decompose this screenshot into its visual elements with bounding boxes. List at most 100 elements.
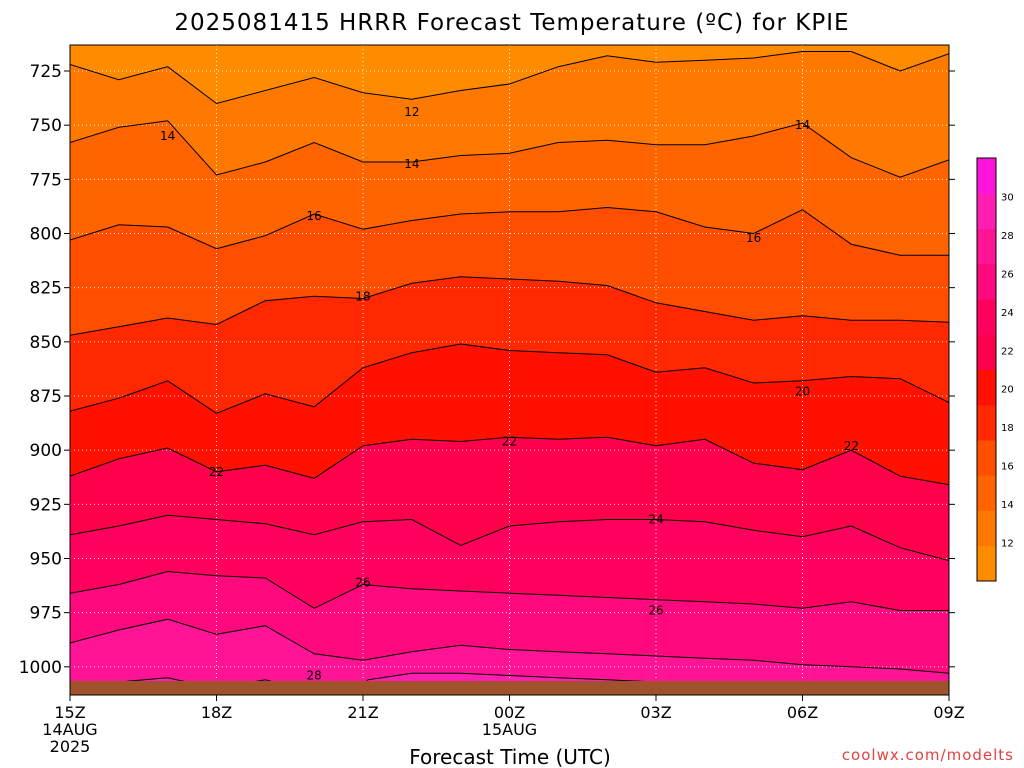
- colorbar-tick-label: 26: [1001, 269, 1014, 280]
- colorbar-swatch: [977, 228, 996, 265]
- x-axis: 15Z 14AUG 2025 18Z 21Z 00Z 15AUG 03Z 06Z 09Z: [42, 695, 965, 756]
- y-tick-label: 850: [30, 333, 62, 353]
- colorbar-tick-label: 18: [1001, 423, 1014, 434]
- x-tick-label: 21Z: [347, 703, 378, 722]
- contour-16: [70, 276, 949, 336]
- y-tick-label: 750: [30, 116, 62, 136]
- colorbar-tick-label: 20: [1001, 385, 1014, 396]
- x-tick-label-line: 15AUG: [482, 720, 537, 739]
- contour-label: 22: [502, 435, 517, 449]
- y-tick-label: 725: [30, 62, 62, 82]
- contour-label-group: 14: [160, 129, 175, 143]
- contour-label: 12: [404, 105, 419, 119]
- colorbar-tick-label: 30: [1001, 192, 1014, 203]
- contour-label-group: 16: [307, 209, 322, 223]
- colorbar-swatch: [977, 475, 996, 511]
- colorbar-swatch: [977, 193, 996, 229]
- colorbar-swatch: [977, 334, 996, 370]
- y-tick-label: 775: [30, 170, 62, 190]
- contour-label-group: 24: [648, 513, 663, 527]
- contour-label-group: 16: [746, 231, 761, 245]
- colorbar-tick-label: 24: [1001, 308, 1014, 319]
- contour-label-group: 20: [795, 385, 810, 399]
- x-tick-label-line: 03Z: [640, 703, 671, 722]
- colorbar-swatch: [977, 510, 996, 547]
- contour-22: [70, 570, 949, 611]
- colorbar-swatch: [977, 263, 996, 300]
- contour-13: [70, 120, 949, 178]
- x-tick-label: 00Z 15AUG: [482, 703, 537, 739]
- contour-labels: 12 14 14 14 16 16 18 20 22 22 22 24 26 26 28: [160, 105, 859, 682]
- y-tick-label: 975: [30, 604, 62, 624]
- contour-lines: [70, 51, 949, 694]
- colorbar-tick-label: 12: [1001, 539, 1014, 550]
- contour-18: [70, 343, 949, 414]
- colorbar: 12 14 16 18 20 22 24 26 28 30: [976, 157, 1014, 582]
- contour-14: [70, 206, 949, 256]
- contour-label-group: 26: [355, 575, 370, 589]
- x-tick-label-line: 15Z: [54, 703, 85, 722]
- y-tick-label: 825: [30, 279, 62, 299]
- x-tick-label-line: 2025: [50, 737, 91, 756]
- grid-lines: [70, 45, 949, 695]
- contour-label: 26: [648, 604, 663, 618]
- contour-bands: [70, 45, 949, 695]
- contour-label-group: 28: [307, 669, 322, 683]
- x-tick-label: 09Z: [933, 703, 964, 722]
- colorbar-swatch: [977, 404, 996, 441]
- contour-label: 14: [160, 129, 175, 143]
- contour-label: 26: [355, 575, 370, 589]
- contour-label: 22: [209, 465, 224, 479]
- colorbar-tick-label: 28: [1001, 231, 1014, 242]
- contour-label: 14: [795, 118, 810, 132]
- y-axis: 725 750 775 800 825 850 875 900 925 950 975 1000: [19, 62, 955, 678]
- credit-text[interactable]: coolwx.com/modelts: [842, 746, 1014, 764]
- contour-label-group: 22: [502, 435, 517, 449]
- x-tick-label: 18Z: [201, 703, 232, 722]
- contour-label-group: 26: [648, 604, 663, 618]
- contour-label-group: 22: [844, 439, 859, 453]
- contour-label: 20: [795, 385, 810, 399]
- x-tick-label-line: 18Z: [201, 703, 232, 722]
- contour-label-group: 22: [209, 465, 224, 479]
- x-tick-label-line: 06Z: [787, 703, 818, 722]
- contour-label: 14: [404, 157, 419, 171]
- y-tick-label: 875: [30, 387, 62, 407]
- contour-label: 22: [844, 439, 859, 453]
- y-tick-label: 1000: [19, 658, 62, 678]
- contour-label: 24: [648, 513, 663, 527]
- x-tick-label: 15Z 14AUG 2025: [42, 703, 97, 756]
- colorbar-tick-label: 14: [1001, 500, 1014, 511]
- contour-19: [70, 436, 949, 486]
- x-tick-label-line: 21Z: [347, 703, 378, 722]
- colorbar-swatch: [977, 158, 996, 194]
- y-tick-label: 800: [30, 225, 62, 245]
- y-tick-label: 925: [30, 495, 62, 515]
- colorbar-swatch: [977, 299, 996, 335]
- chart-title: 2025081415 HRRR Forecast Temperature (ºC…: [174, 10, 849, 36]
- contour-label: 18: [355, 289, 370, 303]
- x-axis-label: Forecast Time (UTC): [409, 745, 611, 768]
- contour-label: 28: [307, 669, 322, 683]
- contour-label-group: 14: [404, 157, 419, 171]
- contour-24: [70, 618, 949, 674]
- x-tick-label: 03Z: [640, 703, 671, 722]
- contour-label: 16: [307, 209, 322, 223]
- x-tick-label-line: 00Z: [494, 703, 525, 722]
- colorbar-swatch: [977, 369, 996, 406]
- contour-label-group: 12: [404, 105, 419, 119]
- ground-surface: [70, 681, 949, 695]
- y-tick-label: 950: [30, 550, 62, 570]
- colorbar-frame: [976, 157, 997, 582]
- contour-12: [70, 51, 949, 105]
- x-tick-label-line: 14AUG: [42, 720, 97, 739]
- contour-label: 16: [746, 231, 761, 245]
- x-tick-label: 06Z: [787, 703, 818, 722]
- colorbar-swatch: [977, 545, 996, 582]
- colorbar-tick-label: 16: [1001, 462, 1014, 473]
- contour-label-group: 14: [795, 118, 810, 132]
- contour-label-group: 18: [355, 289, 370, 303]
- colorbar-swatch: [977, 440, 996, 476]
- y-tick-label: 900: [30, 441, 62, 461]
